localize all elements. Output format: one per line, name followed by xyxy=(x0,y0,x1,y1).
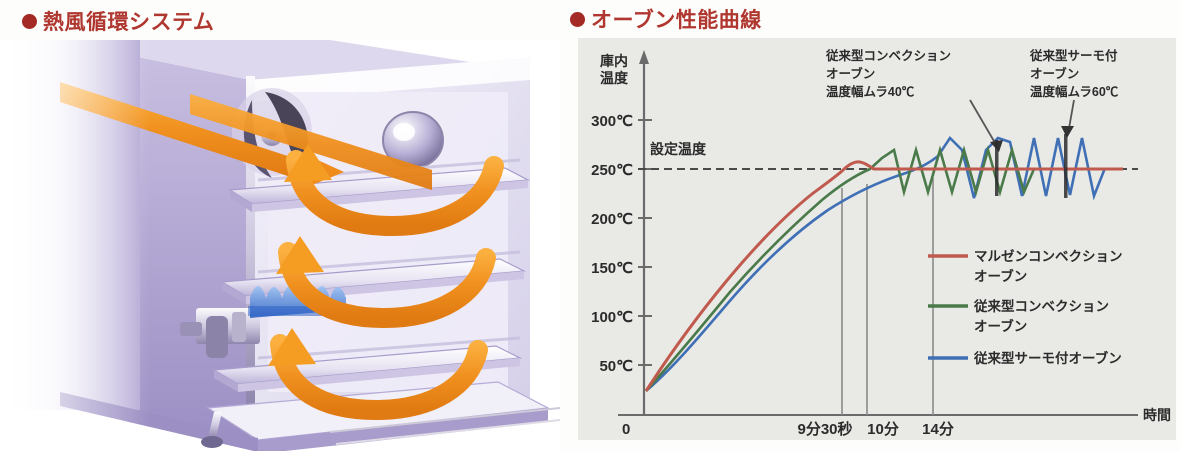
y-tick-label: 50℃ xyxy=(599,358,633,375)
setpoint-label: 設定温度 xyxy=(650,141,707,157)
y-axis-ticks: 300℃ 250℃ 200℃ 150℃ 100℃ 50℃ xyxy=(591,113,652,375)
legend-label-conventional-line2: オーブン xyxy=(974,318,1027,334)
bullet-icon xyxy=(22,13,37,29)
legend-label-maruzen-line2: オーブン xyxy=(974,268,1027,284)
y-tick-label: 250℃ xyxy=(591,162,633,179)
x-axis-title: 時間 xyxy=(1143,407,1171,423)
annotation-conventional-thermo: 従来型サーモ付 オーブン 温度幅ムラ60℃ xyxy=(1029,48,1119,198)
left-panel-heading: 熱風循環システム xyxy=(22,6,214,36)
y-axis-title-line2: 温度 xyxy=(600,70,629,86)
airflow-arrow xyxy=(268,328,488,421)
x-axis: 0 時間 xyxy=(618,407,1171,438)
legend-label-thermo-line1: 従来型サーモ付オーブン xyxy=(973,350,1122,366)
chart-legend: マルゼンコンベクション オーブン 従来型コンベクション オーブン 従来型サーモ付… xyxy=(928,248,1123,366)
legend-label-maruzen-line1: マルゼンコンベクション xyxy=(974,248,1123,264)
airflow-arrow xyxy=(284,144,504,237)
floor-line xyxy=(329,407,560,433)
x-axis-tick-labels: 9分30秒 10分 14分 xyxy=(797,420,953,438)
x-tick-label: 9分30秒 xyxy=(797,420,852,438)
left-panel-heading-text: 熱風循環システム xyxy=(43,11,215,34)
bullet-icon xyxy=(570,11,585,27)
left-fade-overlay xyxy=(0,40,150,451)
annotation-conventional-convection: 従来型コンベクション オーブン 温度幅ムラ40℃ xyxy=(825,48,1003,196)
performance-chart-panel: 庫内 温度 300℃ 250℃ 200℃ 150℃ 100℃ 5 xyxy=(578,38,1176,440)
annotation-line: 従来型サーモ付 xyxy=(1029,48,1118,63)
floor-line xyxy=(335,419,560,445)
airflow-arrow xyxy=(276,236,496,329)
right-panel-heading: オーブン性能曲線 xyxy=(570,4,762,34)
annotation-line: 温度幅ムラ40℃ xyxy=(826,84,915,99)
right-panel-heading-text: オーブン性能曲線 xyxy=(591,9,762,32)
annotation-line: 温度幅ムラ60℃ xyxy=(1030,84,1119,99)
oven-leg xyxy=(201,412,223,448)
y-axis-title-line1: 庫内 xyxy=(600,53,628,69)
x-tick-label: 10分 xyxy=(867,421,899,438)
oven-illustration xyxy=(0,40,560,451)
annotation-line: オーブン xyxy=(826,66,875,81)
annotation-arrow-icon xyxy=(1061,126,1074,138)
annotation-leader-line xyxy=(969,99,999,149)
y-tick-label: 100℃ xyxy=(591,309,633,326)
y-tick-label: 150℃ xyxy=(591,260,633,277)
annotation-line: 従来型コンベクション xyxy=(825,48,951,63)
swing-range-bar xyxy=(995,140,999,196)
chart-background xyxy=(578,38,1176,440)
oven-illustration-svg xyxy=(0,40,560,451)
burner-assembly xyxy=(180,308,260,358)
x-reference-lines xyxy=(841,178,934,415)
y-tick-label: 300℃ xyxy=(591,113,633,130)
annotation-line: オーブン xyxy=(1030,66,1079,81)
x-tick-label: 14分 xyxy=(922,421,954,438)
y-tick-label: 200℃ xyxy=(591,211,633,228)
series-line-maruzen xyxy=(644,160,1123,392)
performance-chart-svg: 庫内 温度 300℃ 250℃ 200℃ 150℃ 100℃ 5 xyxy=(578,38,1176,440)
series-line-conventional xyxy=(645,145,1036,392)
legend-label-conventional-line1: 従来型コンベクション xyxy=(973,298,1109,314)
x-origin-label: 0 xyxy=(622,421,630,438)
swing-range-bar xyxy=(1064,134,1068,198)
